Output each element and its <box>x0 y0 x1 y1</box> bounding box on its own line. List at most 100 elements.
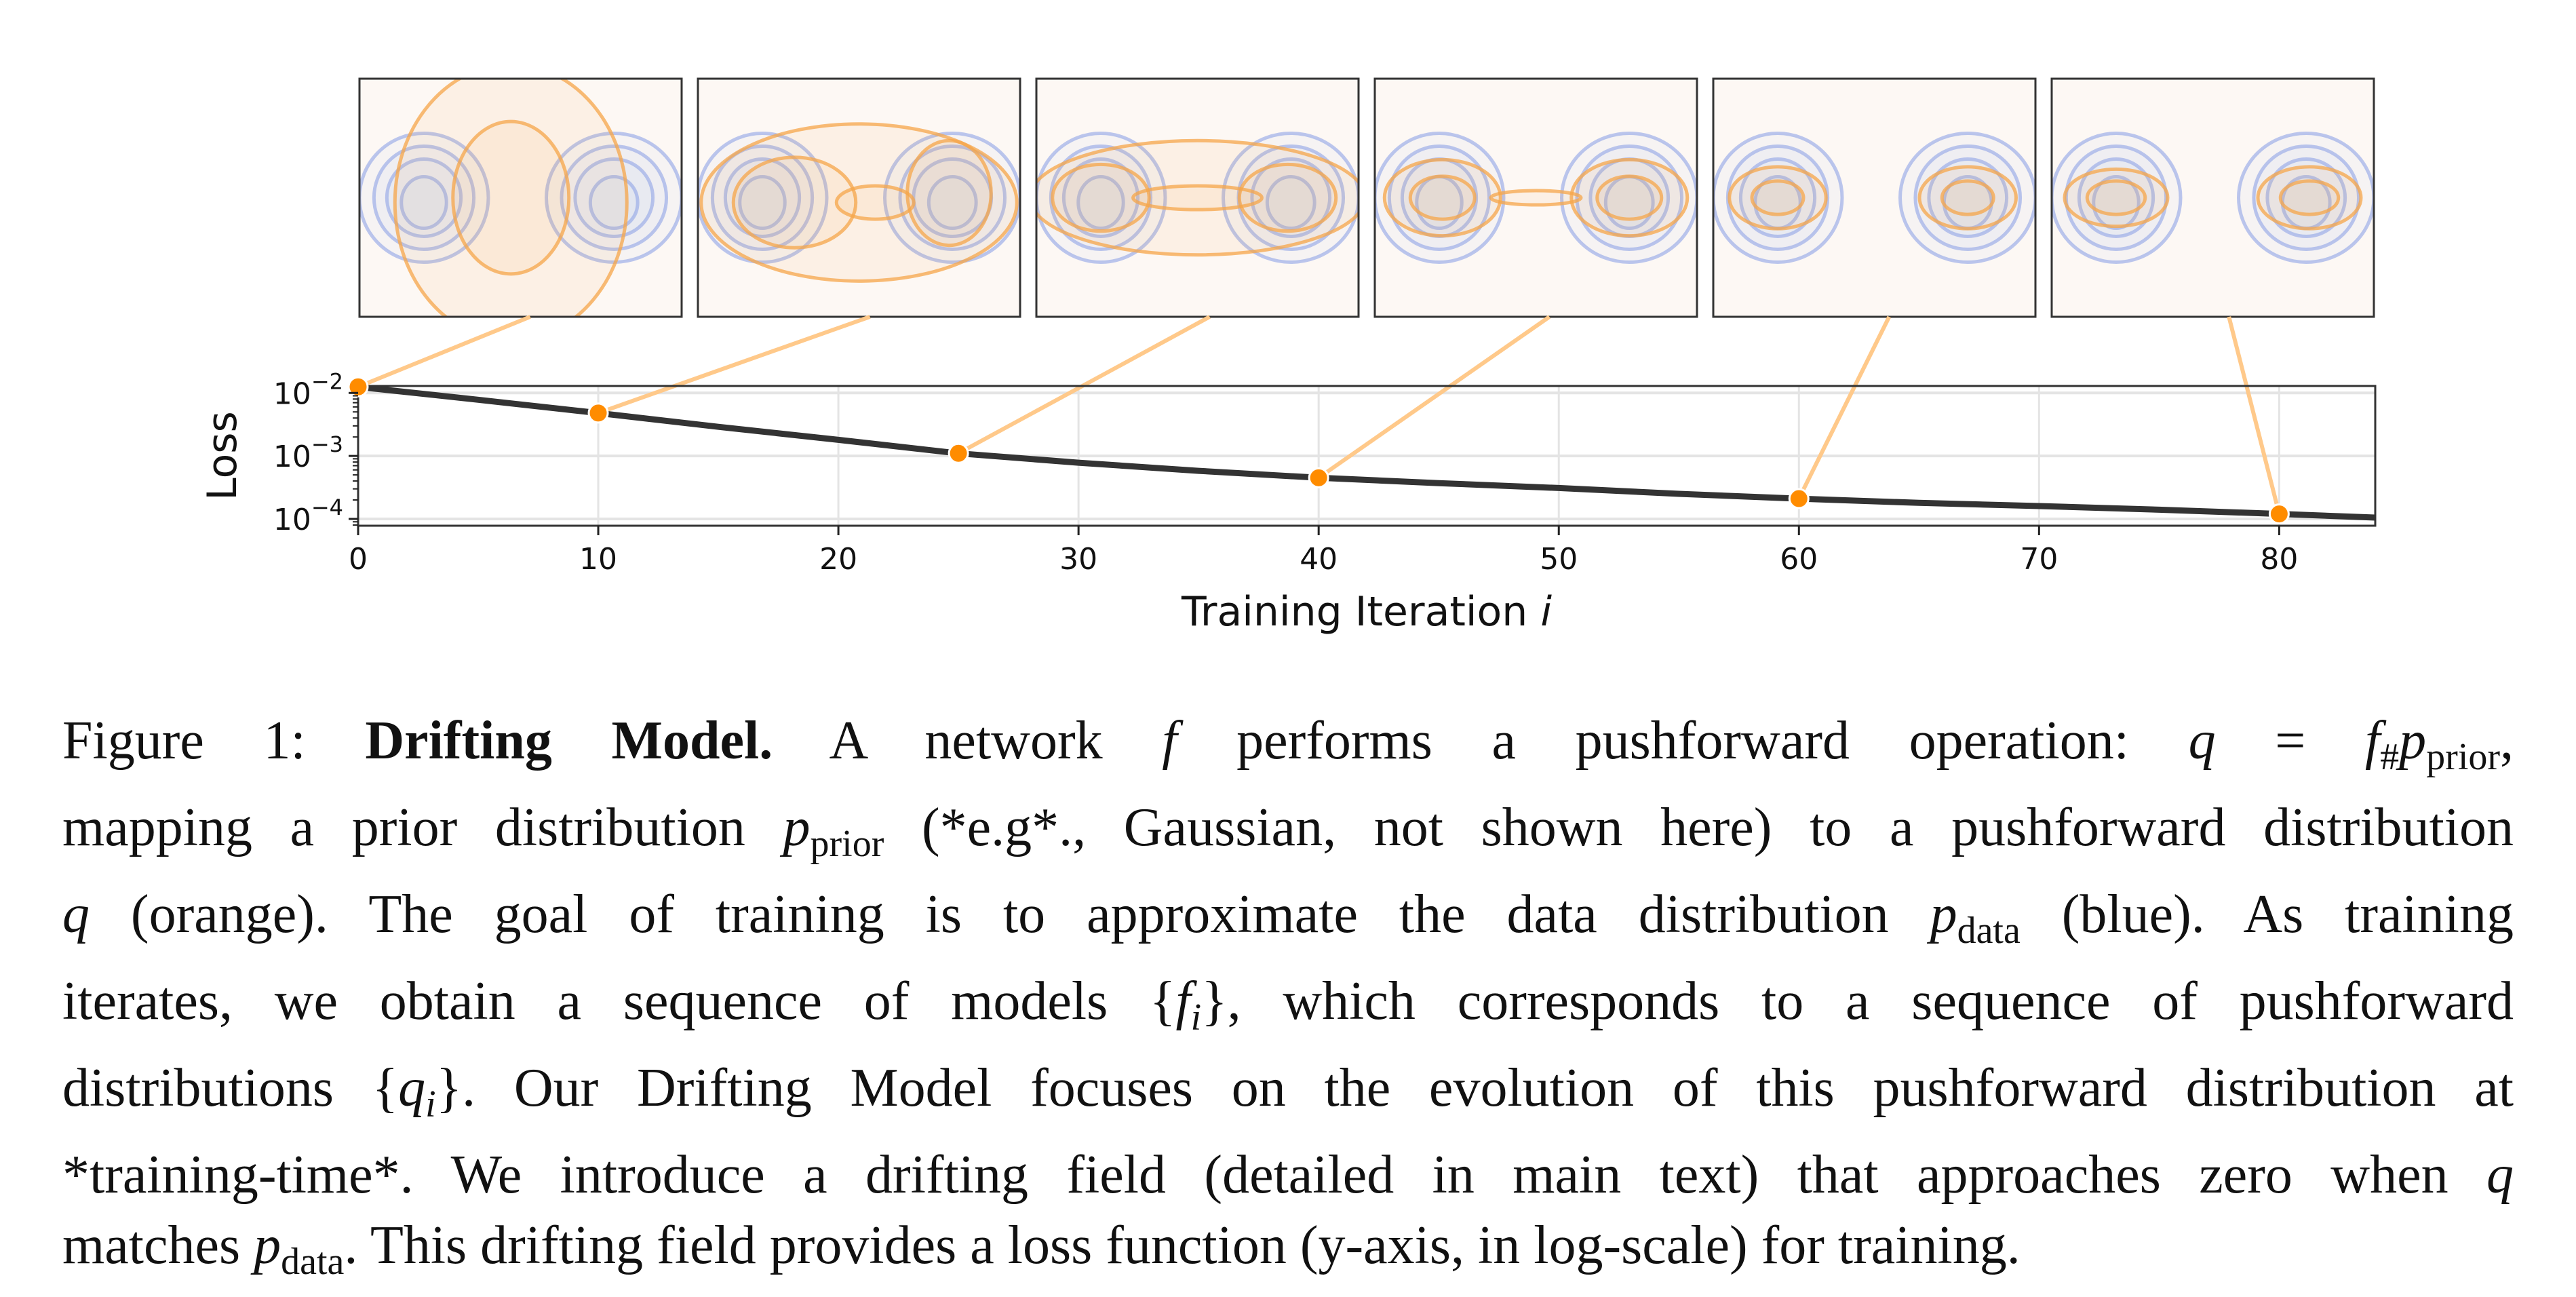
figure-caption: Figure 1: Drifting Model. A network f pe… <box>62 705 2514 1297</box>
caption-line: matches pdata. This drifting field provi… <box>62 1210 2514 1297</box>
model-contour <box>451 119 571 276</box>
caption-text: }, which corresponds to a sequence of pu… <box>1201 971 2514 1031</box>
caption-text: p <box>2399 711 2427 771</box>
snapshot-connector <box>1317 315 1551 480</box>
data-contour <box>359 132 490 264</box>
data-contour <box>926 175 978 231</box>
snapshot-panel <box>1713 79 2035 317</box>
model-contour <box>731 155 858 250</box>
x-axis-label: Training Iteration i <box>1181 588 1552 636</box>
panel-background <box>1375 79 1697 317</box>
caption-text: (orange). The goal of training is to app… <box>90 885 1930 944</box>
snapshot-marker <box>948 442 969 464</box>
caption-text: , <box>2500 711 2514 771</box>
snapshot-marker <box>1788 488 1810 509</box>
snapshot-panel <box>1375 79 1697 317</box>
caption-title: i <box>425 1083 436 1125</box>
snapshot-connector <box>598 315 871 415</box>
y-tick-exponent: −4 <box>311 495 343 520</box>
model-contour <box>834 184 916 221</box>
panel-background <box>1713 79 2035 317</box>
data-contour <box>1575 144 1684 251</box>
caption-text: = <box>2215 711 2365 771</box>
data-contour <box>2237 132 2374 264</box>
model-contour <box>1408 174 1477 221</box>
data-contour <box>1076 175 1125 231</box>
caption-title: prior <box>810 823 884 865</box>
data-contour <box>898 144 1007 251</box>
data-contour <box>738 175 787 231</box>
x-tick-label: 20 <box>819 542 857 577</box>
x-tick-label: 40 <box>1300 542 1338 577</box>
model-contour <box>1750 179 1806 216</box>
snapshot-connector <box>1797 315 1892 500</box>
snapshot-panel <box>359 79 682 317</box>
model-contour <box>2063 167 2170 229</box>
caption-text: f <box>2364 711 2381 771</box>
x-tick-label: 10 <box>579 542 617 577</box>
panel-background <box>698 79 1020 317</box>
data-contour <box>560 144 669 251</box>
panel-frame <box>1035 77 1360 318</box>
x-axis-label-var: i <box>1540 588 1552 636</box>
caption-title: # <box>2380 736 2400 778</box>
caption-text: distributions { <box>62 1058 399 1118</box>
model-contour <box>2085 179 2147 216</box>
caption-line: Figure 1: Drifting Model. A network f pe… <box>62 705 2514 792</box>
caption-text: q <box>2486 1145 2514 1205</box>
panel-frame <box>1373 77 1698 318</box>
model-contour <box>905 138 993 248</box>
model-contour <box>1131 184 1264 212</box>
snapshot-panel <box>2052 79 2374 317</box>
model-contour <box>1237 162 1338 233</box>
model-contour <box>2256 165 2363 231</box>
caption-text: Figure 1: <box>62 711 366 771</box>
x-tick-label: 0 <box>349 542 368 577</box>
caption-text: performs a pushforward operation: <box>1177 711 2189 771</box>
caption-text: *training-time*. We introduce a drifting… <box>62 1145 2486 1205</box>
y-tick-label: 10−2 <box>273 368 343 411</box>
model-contour <box>1489 189 1583 207</box>
model-contour <box>2278 179 2341 216</box>
y-tick-base: 10 <box>273 376 311 411</box>
caption-text: A network <box>773 711 1163 771</box>
model-contour <box>1382 157 1502 238</box>
caption-text: f <box>1175 971 1191 1031</box>
data-contour <box>1222 132 1359 264</box>
data-contour <box>2092 175 2141 231</box>
x-tick-label: 60 <box>1780 542 1818 577</box>
y-tick-base: 10 <box>273 440 311 474</box>
caption-title: Drifting Model. <box>365 711 773 771</box>
caption-text: mapping a prior distribution <box>62 798 783 857</box>
x-tick-label: 80 <box>2260 542 2298 577</box>
caption-text: q <box>2188 711 2216 771</box>
y-axis-label: Loss <box>199 411 246 501</box>
x-axis-label-text: Training Iteration <box>1181 588 1540 636</box>
data-contour <box>1265 175 1316 231</box>
snapshot-connector <box>357 315 531 389</box>
data-contour <box>1898 132 2035 264</box>
data-contour <box>1036 132 1167 264</box>
caption-text: . This drifting field provides a loss fu… <box>344 1216 2021 1275</box>
snapshot-connector <box>2227 316 2282 515</box>
caption-text: p <box>1930 885 1957 944</box>
panel-frame <box>1712 77 2037 318</box>
panel-background <box>2052 79 2374 317</box>
model-contour <box>1917 165 2018 231</box>
y-tick-label: 10−3 <box>273 431 343 474</box>
caption-title: data <box>281 1241 345 1283</box>
caption-text: p <box>783 798 811 857</box>
caption-line: q (orange). The goal of training is to a… <box>62 879 2514 966</box>
data-contour <box>2052 132 2183 264</box>
caption-text: p <box>254 1216 281 1275</box>
caption-text: (*e.g*., Gaussian, not shown here) to a … <box>884 798 2514 857</box>
caption-title: i <box>1190 996 1202 1039</box>
caption-text: matches <box>62 1216 254 1275</box>
caption-title: prior <box>2426 736 2501 778</box>
snapshot-marker <box>587 402 609 424</box>
model-contour <box>1569 157 1690 238</box>
caption-text: q <box>398 1058 426 1118</box>
caption-line: distributions {qi}. Our Drifting Model f… <box>62 1053 2514 1140</box>
caption-line: mapping a prior distribution pprior (*e.… <box>62 792 2514 879</box>
snapshot-marker <box>2268 503 2290 525</box>
